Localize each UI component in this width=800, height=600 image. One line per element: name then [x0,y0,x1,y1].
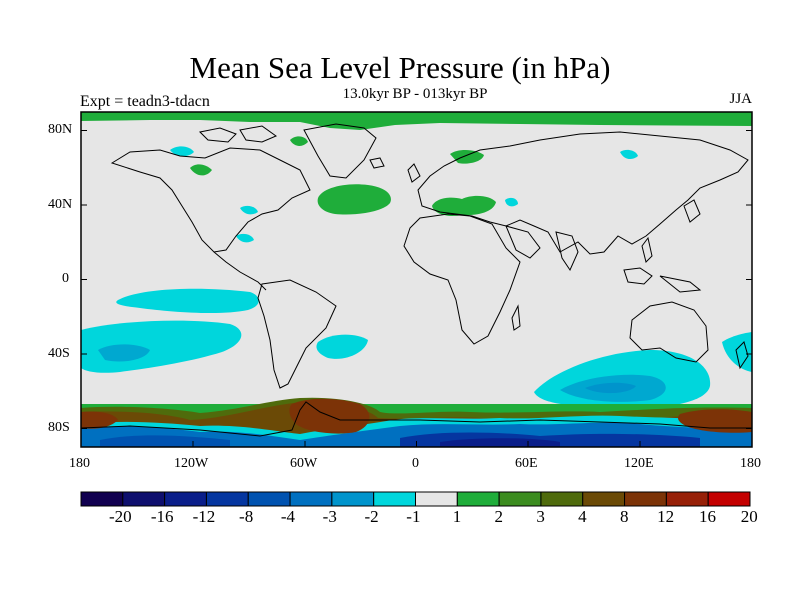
lon-label-180w: 180 [69,456,90,471]
colorbar-box [80,491,124,507]
season-label: JJA [729,91,752,107]
colorbar-label: -12 [192,507,216,526]
colorbar-box [331,491,375,507]
lat-label-40n: 40N [48,197,73,212]
lon-ticks [80,441,753,447]
lat-label-40s: 40S [48,346,70,361]
colorbar-label: 16 [698,507,716,526]
lat-ticks [81,130,752,429]
colorbar-label: 4 [578,507,587,526]
lat-label-80s: 80S [48,420,70,435]
colorbar-label: 12 [657,507,675,526]
colorbar-box [665,491,709,507]
lon-label-180e: 180 [740,456,761,471]
colorbar-label: -4 [280,507,296,526]
colorbar-label: -8 [239,507,254,526]
plot-title: Mean Sea Level Pressure (in hPa) [189,50,611,85]
lon-label-0: 0 [412,456,419,471]
colorbar-label: -16 [150,507,174,526]
lat-label-0: 0 [62,271,69,286]
colorbar-label: -1 [406,507,421,526]
colorbar-box [415,491,458,507]
coastlines [81,123,752,437]
lon-label-60e: 60E [515,456,538,471]
colorbar-box [582,491,626,507]
colorbar-box [164,491,207,507]
lon-label-60w: 60W [290,456,318,471]
colorbar-label: 2 [494,507,504,526]
colorbar-box [540,491,584,507]
colorbar-label: -3 [322,507,337,526]
colorbar-box [707,491,751,507]
colorbar-label: 20 [740,507,758,526]
lon-label-120w: 120W [174,456,209,471]
colorbar-box [247,491,291,507]
colorbar-box [289,491,333,507]
plot-subtitle: 13.0kyr BP - 013kyr BP [342,86,488,102]
colorbar-label: 1 [452,507,462,526]
colorbar-label: -2 [364,507,379,526]
colorbar-box [373,491,416,507]
colorbar-label: 8 [619,507,629,526]
colorbar-box [456,491,500,507]
colorbar-box [122,491,166,507]
lon-label-120e: 120E [624,456,654,471]
colorbar-label: 3 [536,507,545,526]
colorbar-box [498,491,542,507]
colorbar-box [624,491,667,507]
pressure-anomaly-fields [81,112,752,447]
colorbar-box [205,491,249,507]
experiment-label: Expt = teadn3-tdacn [80,93,210,110]
colorbar-label: -20 [109,507,132,526]
lat-label-80n: 80N [48,122,73,137]
